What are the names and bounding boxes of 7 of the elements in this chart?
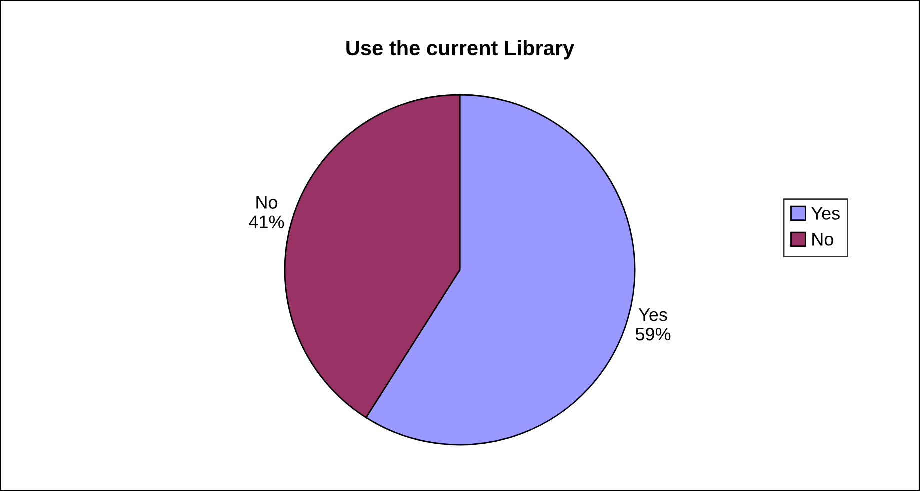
data-label: 59% xyxy=(636,328,671,341)
slice-label: No xyxy=(256,196,278,209)
slice-label: Yes xyxy=(638,308,668,322)
chart-title: Use the current Library xyxy=(346,40,575,60)
legend-label: Yes xyxy=(812,207,840,220)
data-label: 41% xyxy=(249,216,284,228)
legend-label: No xyxy=(812,233,834,246)
